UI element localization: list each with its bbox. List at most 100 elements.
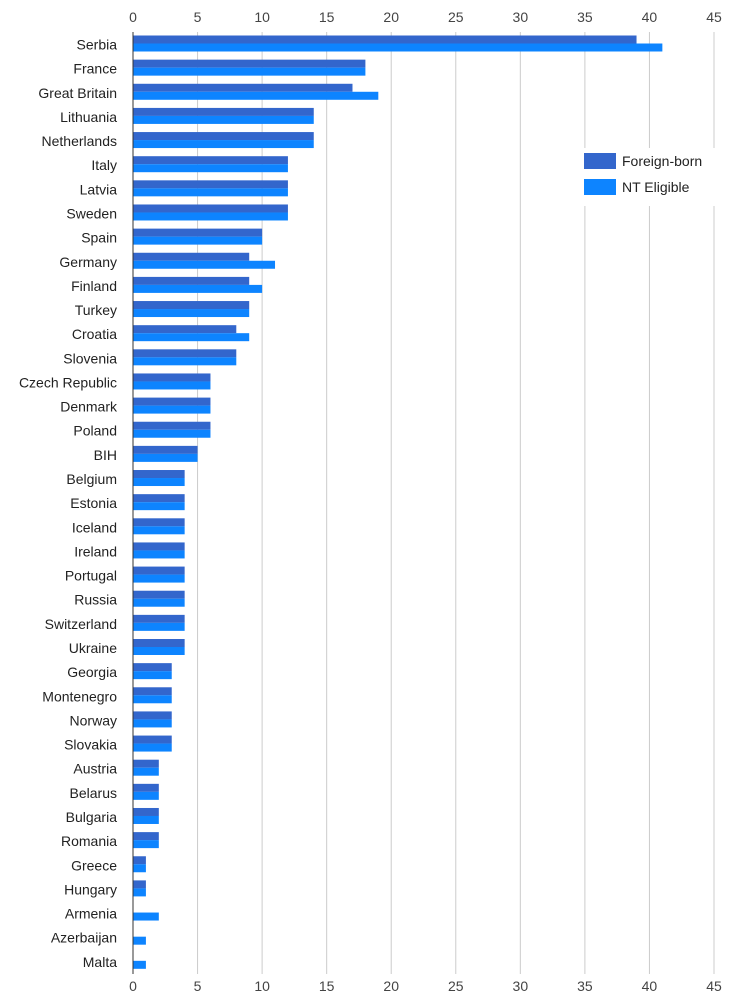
bar-greece-foreign-born[interactable] bbox=[133, 856, 146, 865]
bar-italy-nt-eligible[interactable] bbox=[133, 164, 288, 173]
bar-bulgaria-foreign-born[interactable] bbox=[133, 807, 159, 816]
category-label-italy: Italy bbox=[91, 157, 117, 173]
bar-france-foreign-born[interactable] bbox=[133, 59, 366, 68]
bar-germany-nt-eligible[interactable] bbox=[133, 260, 276, 269]
bar-iceland-foreign-born[interactable] bbox=[133, 518, 185, 527]
bar-slovenia-foreign-born[interactable] bbox=[133, 349, 237, 358]
bar-ukraine-foreign-born[interactable] bbox=[133, 639, 185, 647]
bar-denmark-nt-eligible[interactable] bbox=[133, 405, 211, 414]
bar-azerbaijan-nt-eligible[interactable] bbox=[133, 936, 146, 945]
bar-hungary-foreign-born[interactable] bbox=[133, 880, 146, 889]
bar-czech-republic-nt-eligible[interactable] bbox=[133, 381, 211, 390]
bar-croatia-foreign-born[interactable] bbox=[133, 325, 237, 334]
category-label-iceland: Iceland bbox=[72, 519, 117, 535]
bar-russia-foreign-born[interactable] bbox=[133, 590, 185, 599]
bar-serbia-foreign-born[interactable] bbox=[133, 35, 637, 44]
bar-switzerland-nt-eligible[interactable] bbox=[133, 622, 185, 631]
bar-latvia-nt-eligible[interactable] bbox=[133, 188, 288, 197]
bar-lithuania-nt-eligible[interactable] bbox=[133, 115, 314, 124]
legend-label-nt-eligible[interactable]: NT Eligible bbox=[622, 179, 690, 195]
bar-germany-foreign-born[interactable] bbox=[133, 252, 250, 261]
bar-slovakia-foreign-born[interactable] bbox=[133, 735, 172, 744]
bar-romania-foreign-born[interactable] bbox=[133, 832, 159, 841]
bar-czech-republic-foreign-born[interactable] bbox=[133, 373, 211, 382]
category-label-denmark: Denmark bbox=[60, 399, 118, 415]
category-label-belarus: Belarus bbox=[70, 785, 117, 801]
bottom-tick-label: 45 bbox=[706, 978, 722, 994]
legend-swatch-nt-eligible bbox=[584, 179, 616, 195]
bar-greece-nt-eligible[interactable] bbox=[133, 864, 146, 873]
bar-austria-foreign-born[interactable] bbox=[133, 759, 159, 768]
bar-netherlands-nt-eligible[interactable] bbox=[133, 140, 314, 149]
bar-romania-nt-eligible[interactable] bbox=[133, 840, 159, 849]
bar-france-nt-eligible[interactable] bbox=[133, 67, 366, 76]
bar-malta-nt-eligible[interactable] bbox=[133, 960, 146, 969]
category-label-czech-republic: Czech Republic bbox=[19, 374, 117, 390]
bar-great-britain-foreign-born[interactable] bbox=[133, 83, 353, 92]
bar-bih-foreign-born[interactable] bbox=[133, 445, 198, 454]
bar-sweden-foreign-born[interactable] bbox=[133, 204, 288, 213]
bar-montenegro-foreign-born[interactable] bbox=[133, 687, 172, 696]
bar-bih-nt-eligible[interactable] bbox=[133, 453, 198, 462]
bar-lithuania-foreign-born[interactable] bbox=[133, 107, 314, 116]
bar-slovakia-nt-eligible[interactable] bbox=[133, 743, 172, 752]
bar-estonia-foreign-born[interactable] bbox=[133, 494, 185, 503]
bar-denmark-foreign-born[interactable] bbox=[133, 397, 211, 406]
bar-italy-foreign-born[interactable] bbox=[133, 156, 288, 165]
bar-netherlands-foreign-born[interactable] bbox=[133, 132, 314, 141]
bottom-axis-ticks: 0 5 10 15 20 25 30 35 40 45 bbox=[129, 978, 722, 994]
category-label-slovakia: Slovakia bbox=[64, 737, 117, 753]
category-label-finland: Finland bbox=[71, 278, 117, 294]
bar-estonia-nt-eligible[interactable] bbox=[133, 502, 185, 511]
bar-georgia-foreign-born[interactable] bbox=[133, 663, 172, 672]
category-label-azerbaijan: Azerbaijan bbox=[51, 930, 117, 946]
bar-norway-nt-eligible[interactable] bbox=[133, 719, 172, 728]
bar-belgium-foreign-born[interactable] bbox=[133, 470, 185, 479]
bar-hungary-nt-eligible[interactable] bbox=[133, 888, 146, 897]
bar-finland-foreign-born[interactable] bbox=[133, 276, 250, 285]
bar-austria-nt-eligible[interactable] bbox=[133, 767, 159, 776]
legend-label-foreign-born[interactable]: Foreign-born bbox=[622, 153, 702, 169]
bar-bulgaria-nt-eligible[interactable] bbox=[133, 815, 159, 824]
category-label-serbia: Serbia bbox=[77, 37, 118, 53]
legend[interactable]: Foreign-born NT Eligible bbox=[578, 148, 728, 206]
bottom-tick-label: 30 bbox=[513, 978, 529, 994]
bar-ireland-nt-eligible[interactable] bbox=[133, 550, 185, 559]
category-label-latvia: Latvia bbox=[80, 181, 118, 197]
bar-finland-nt-eligible[interactable] bbox=[133, 284, 263, 293]
bar-iceland-nt-eligible[interactable] bbox=[133, 526, 185, 535]
bar-portugal-nt-eligible[interactable] bbox=[133, 574, 185, 583]
bar-armenia-nt-eligible[interactable] bbox=[133, 912, 159, 921]
bar-croatia-nt-eligible[interactable] bbox=[133, 333, 250, 342]
category-label-germany: Germany bbox=[59, 254, 117, 270]
category-label-greece: Greece bbox=[71, 857, 117, 873]
bar-belarus-foreign-born[interactable] bbox=[133, 783, 159, 792]
bar-belgium-nt-eligible[interactable] bbox=[133, 478, 185, 487]
bar-slovenia-nt-eligible[interactable] bbox=[133, 357, 237, 366]
bar-ireland-foreign-born[interactable] bbox=[133, 542, 185, 551]
category-labels: Serbia France Great Britain Lithuania Nether… bbox=[19, 37, 118, 970]
bar-sweden-nt-eligible[interactable] bbox=[133, 212, 288, 221]
bar-belarus-nt-eligible[interactable] bbox=[133, 791, 159, 800]
bar-ukraine-nt-eligible[interactable] bbox=[133, 647, 185, 655]
bar-great-britain-nt-eligible[interactable] bbox=[133, 91, 379, 100]
bar-serbia-nt-eligible[interactable] bbox=[133, 43, 663, 52]
bar-poland-foreign-born[interactable] bbox=[133, 421, 211, 430]
bar-portugal-foreign-born[interactable] bbox=[133, 566, 185, 575]
bar-spain-nt-eligible[interactable] bbox=[133, 236, 263, 245]
bottom-tick-label: 25 bbox=[448, 978, 464, 994]
category-label-estonia: Estonia bbox=[70, 495, 117, 511]
bar-latvia-foreign-born[interactable] bbox=[133, 180, 288, 189]
bar-poland-nt-eligible[interactable] bbox=[133, 429, 211, 438]
bar-turkey-foreign-born[interactable] bbox=[133, 301, 250, 310]
category-label-belgium: Belgium bbox=[66, 471, 117, 487]
bar-norway-foreign-born[interactable] bbox=[133, 711, 172, 720]
bar-russia-nt-eligible[interactable] bbox=[133, 598, 185, 607]
bar-turkey-nt-eligible[interactable] bbox=[133, 309, 250, 318]
bar-georgia-nt-eligible[interactable] bbox=[133, 671, 172, 680]
bar-spain-foreign-born[interactable] bbox=[133, 228, 263, 237]
bar-switzerland-foreign-born[interactable] bbox=[133, 614, 185, 623]
top-tick-label: 45 bbox=[706, 9, 722, 25]
bar-montenegro-nt-eligible[interactable] bbox=[133, 695, 172, 704]
